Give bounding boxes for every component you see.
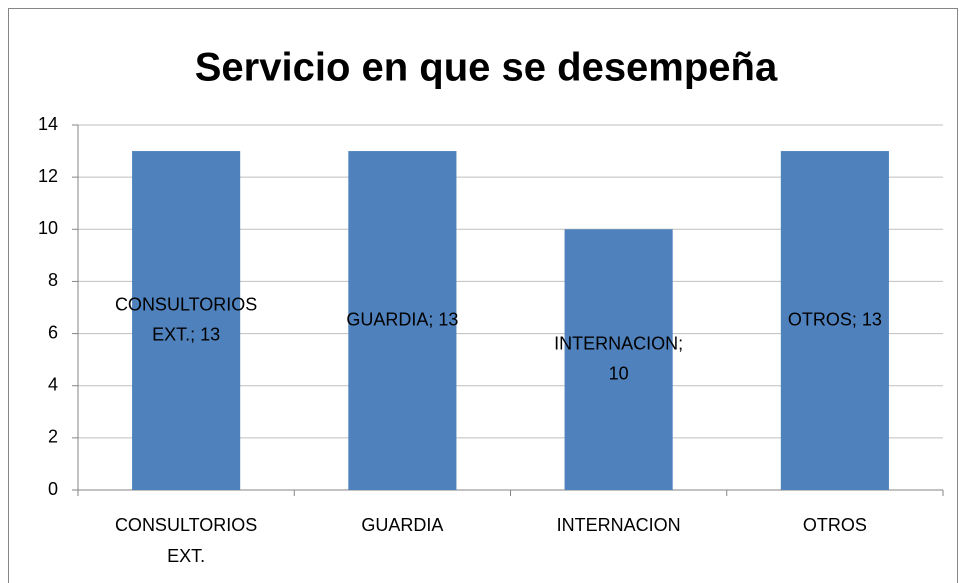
data-label: INTERNACION; 10	[554, 333, 683, 383]
y-tick-label: 12	[38, 166, 58, 186]
bar	[564, 229, 673, 491]
chart-title: Servicio en que se desempeña	[195, 46, 778, 90]
bar	[348, 151, 457, 491]
y-tick-label: 10	[38, 218, 58, 238]
x-tick-label: CONSULTORIOS EXT.	[115, 515, 257, 566]
x-tick-label: GUARDIA	[361, 515, 443, 535]
y-tick-label: 14	[38, 114, 58, 134]
y-tick-label: 0	[48, 479, 58, 499]
x-tick-label: OTROS	[803, 515, 867, 535]
bar	[132, 151, 241, 491]
x-tick-label: INTERNACION	[557, 515, 681, 535]
y-tick-label: 4	[48, 374, 58, 394]
data-label: GUARDIA; 13	[346, 309, 458, 329]
y-tick-label: 6	[48, 322, 58, 342]
bar	[780, 151, 889, 491]
data-label: OTROS; 13	[788, 309, 882, 329]
data-label: CONSULTORIOS EXT.; 13	[115, 294, 257, 344]
y-tick-label: 8	[48, 270, 58, 290]
y-tick-label: 2	[48, 427, 58, 447]
